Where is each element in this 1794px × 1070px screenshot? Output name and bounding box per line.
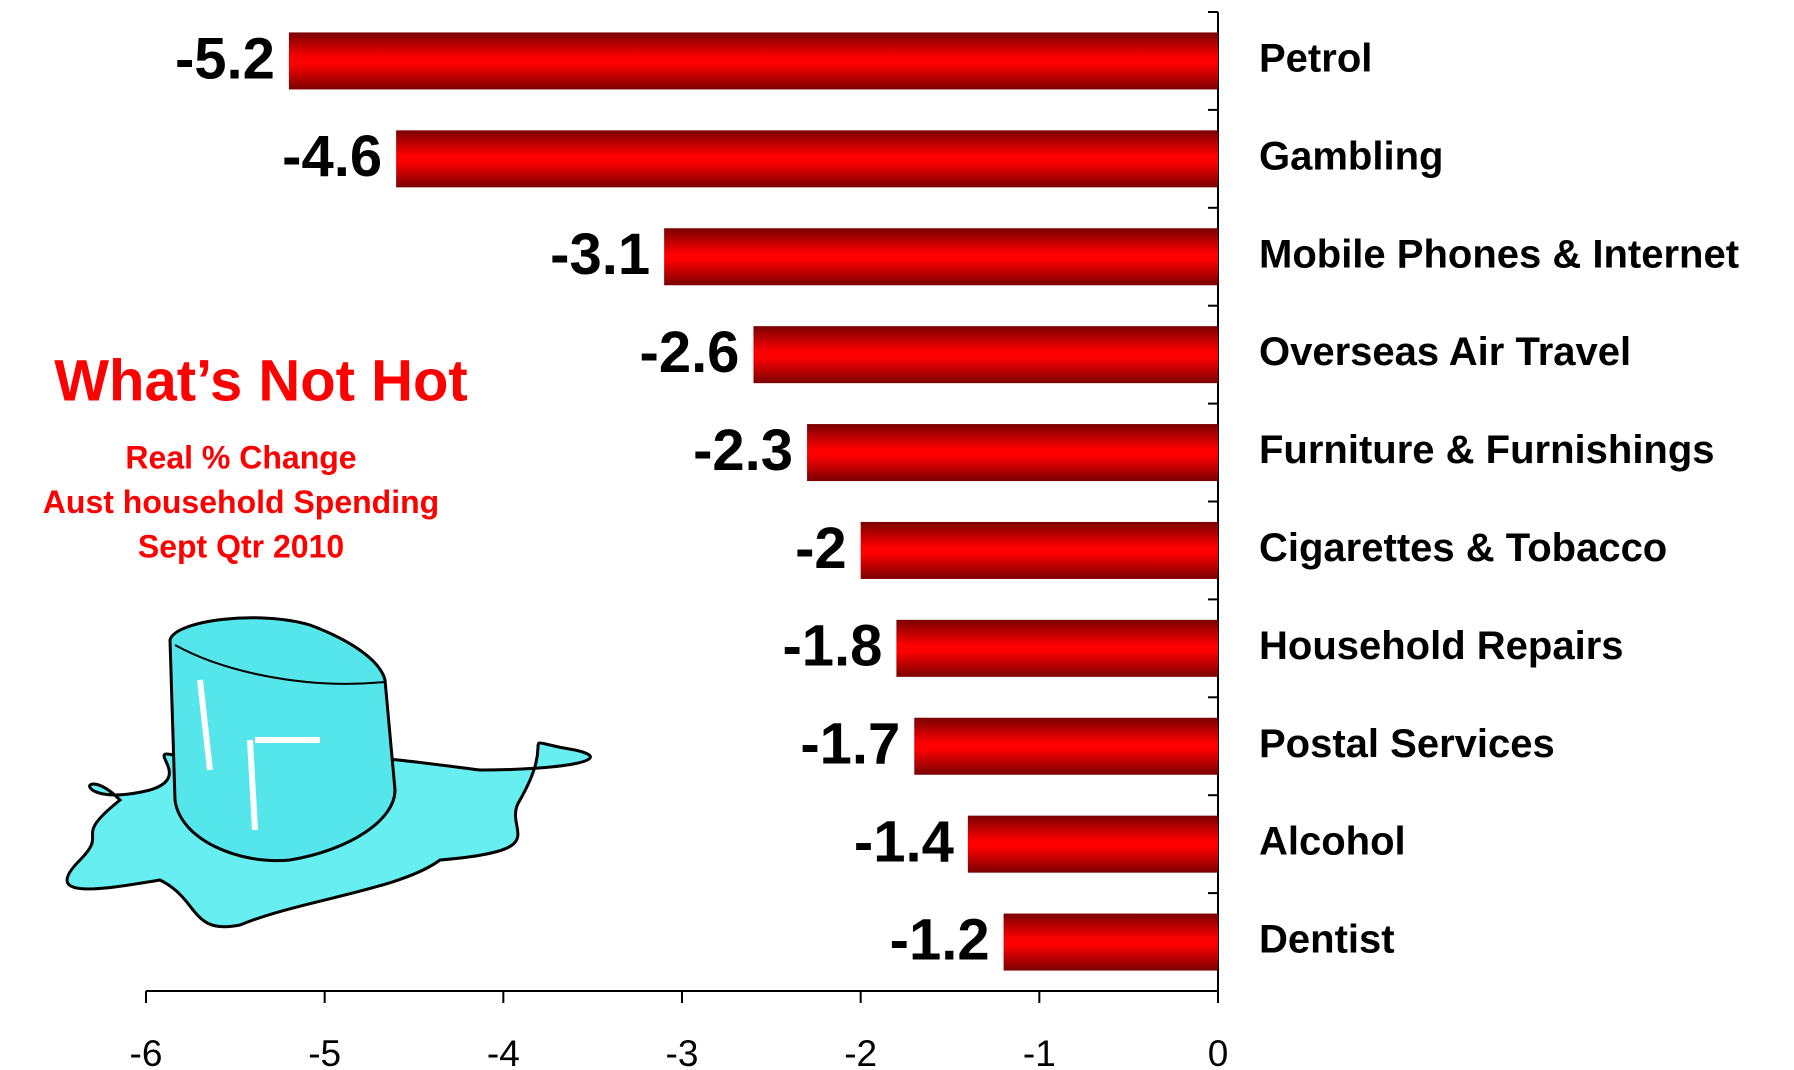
value-label: -2.3 [693,418,793,483]
value-label: -2.6 [640,320,740,385]
value-label: -1.4 [854,809,954,874]
value-label: -1.2 [890,907,990,972]
x-tick-label: -1 [1023,1033,1056,1070]
value-label: -2 [795,516,847,581]
x-tick-label: -6 [130,1033,163,1070]
value-label: -5.2 [175,26,275,91]
y-tick-label: Petrol [1259,37,1372,81]
x-tick-label: -2 [844,1033,877,1070]
bar [914,717,1218,775]
bar [396,130,1219,188]
subtitle: Real % Change [125,439,356,475]
y-tick-label: Household Repairs [1259,624,1624,668]
subtitle: Aust household Spending [43,484,439,520]
y-tick-label: Overseas Air Travel [1259,330,1631,374]
bar [1003,913,1218,971]
bar [896,619,1218,677]
y-tick-label: Furniture & Furnishings [1259,428,1715,472]
bar [860,521,1218,579]
x-tick-label: 0 [1208,1033,1229,1070]
bar [807,424,1218,482]
subtitle: Sept Qtr 2010 [138,528,344,564]
y-tick-label: Alcohol [1259,820,1406,864]
value-label: -4.6 [282,124,382,189]
y-tick-label: Mobile Phones & Internet [1259,232,1739,276]
chart-title: What’s Not Hot [54,348,467,413]
ice-cube-illustration [65,616,592,929]
y-tick-label: Cigarettes & Tobacco [1259,526,1667,570]
value-label: -1.7 [800,712,900,777]
x-tick-label: -4 [487,1033,520,1070]
x-tick-label: -5 [308,1033,341,1070]
value-label: -3.1 [550,222,650,287]
value-label: -1.8 [782,614,882,679]
y-tick-label: Dentist [1259,918,1395,962]
y-tick-label: Gambling [1259,134,1443,178]
bar [753,326,1218,384]
x-tick-label: -3 [666,1033,699,1070]
bar [664,228,1218,286]
bar [967,815,1218,873]
bar [288,32,1218,90]
y-tick-label: Postal Services [1259,722,1555,766]
